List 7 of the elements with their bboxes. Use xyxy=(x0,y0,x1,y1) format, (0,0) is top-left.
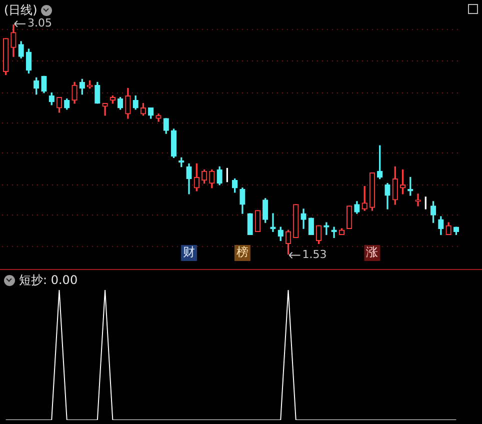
chart-title: 短抄: 0.00 xyxy=(19,272,78,289)
annotation: 榜 xyxy=(236,245,248,260)
annotation: 财 xyxy=(183,245,196,260)
annotation: 1.53 xyxy=(302,248,327,262)
annotation: 涨 xyxy=(366,245,378,260)
annotation: 3.05 xyxy=(27,16,52,30)
chart-title: (日线) xyxy=(4,2,38,18)
